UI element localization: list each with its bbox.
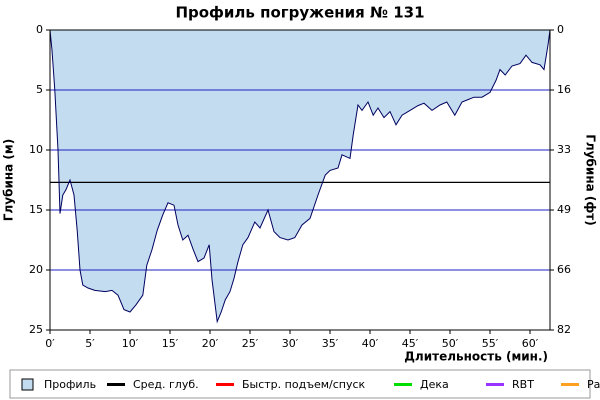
legend-swatch	[21, 378, 34, 391]
y-axis-title: Глубина (м)	[2, 139, 16, 221]
x-tick-label: 20′	[202, 337, 219, 350]
x-tick-label: 60′	[522, 337, 539, 350]
y2-tick-label: 0	[557, 23, 564, 36]
y-tick-label: 10	[29, 143, 43, 156]
x-tick-label: 45′	[402, 337, 419, 350]
y2-tick-label: 49	[557, 203, 571, 216]
x-tick-label: 40′	[362, 337, 379, 350]
x-tick-label: 15′	[162, 337, 179, 350]
legend-label: Профиль	[44, 378, 96, 391]
x-tick-label: 10′	[122, 337, 139, 350]
y-tick-label: 25	[29, 323, 43, 336]
legend-label: RBT	[512, 378, 534, 391]
legend-label: Раб.	[587, 378, 600, 391]
x-tick-label: 50′	[442, 337, 459, 350]
x-tick-label: 35′	[322, 337, 339, 350]
y2-tick-label: 82	[557, 323, 571, 336]
y-tick-label: 15	[29, 203, 43, 216]
legend-label: Сред. глуб.	[133, 378, 199, 391]
x-tick-label: 55′	[482, 337, 499, 350]
profile-area	[50, 30, 550, 322]
y-tick-label: 0	[36, 23, 43, 36]
chart-title: Профиль погружения № 131	[175, 4, 424, 22]
x-tick-label: 5′	[85, 337, 95, 350]
y-tick-label: 5	[36, 83, 43, 96]
profile-line	[49, 29, 551, 324]
y2-axis-title: Глубина (фт)	[584, 134, 598, 225]
x-tick-label: 0′	[45, 337, 55, 350]
x-axis-title: Длительность (мин.)	[404, 350, 548, 364]
legend-label: Дека	[420, 378, 449, 391]
y-tick-label: 20	[29, 263, 43, 276]
plot-frame	[49, 29, 551, 331]
x-tick-label: 25′	[242, 337, 259, 350]
legend-label: Быстр. подъем/спуск	[242, 378, 366, 391]
y2-tick-label: 16	[557, 83, 571, 96]
y2-tick-label: 66	[557, 263, 571, 276]
y2-tick-label: 33	[557, 143, 571, 156]
x-tick-label: 30′	[282, 337, 299, 350]
